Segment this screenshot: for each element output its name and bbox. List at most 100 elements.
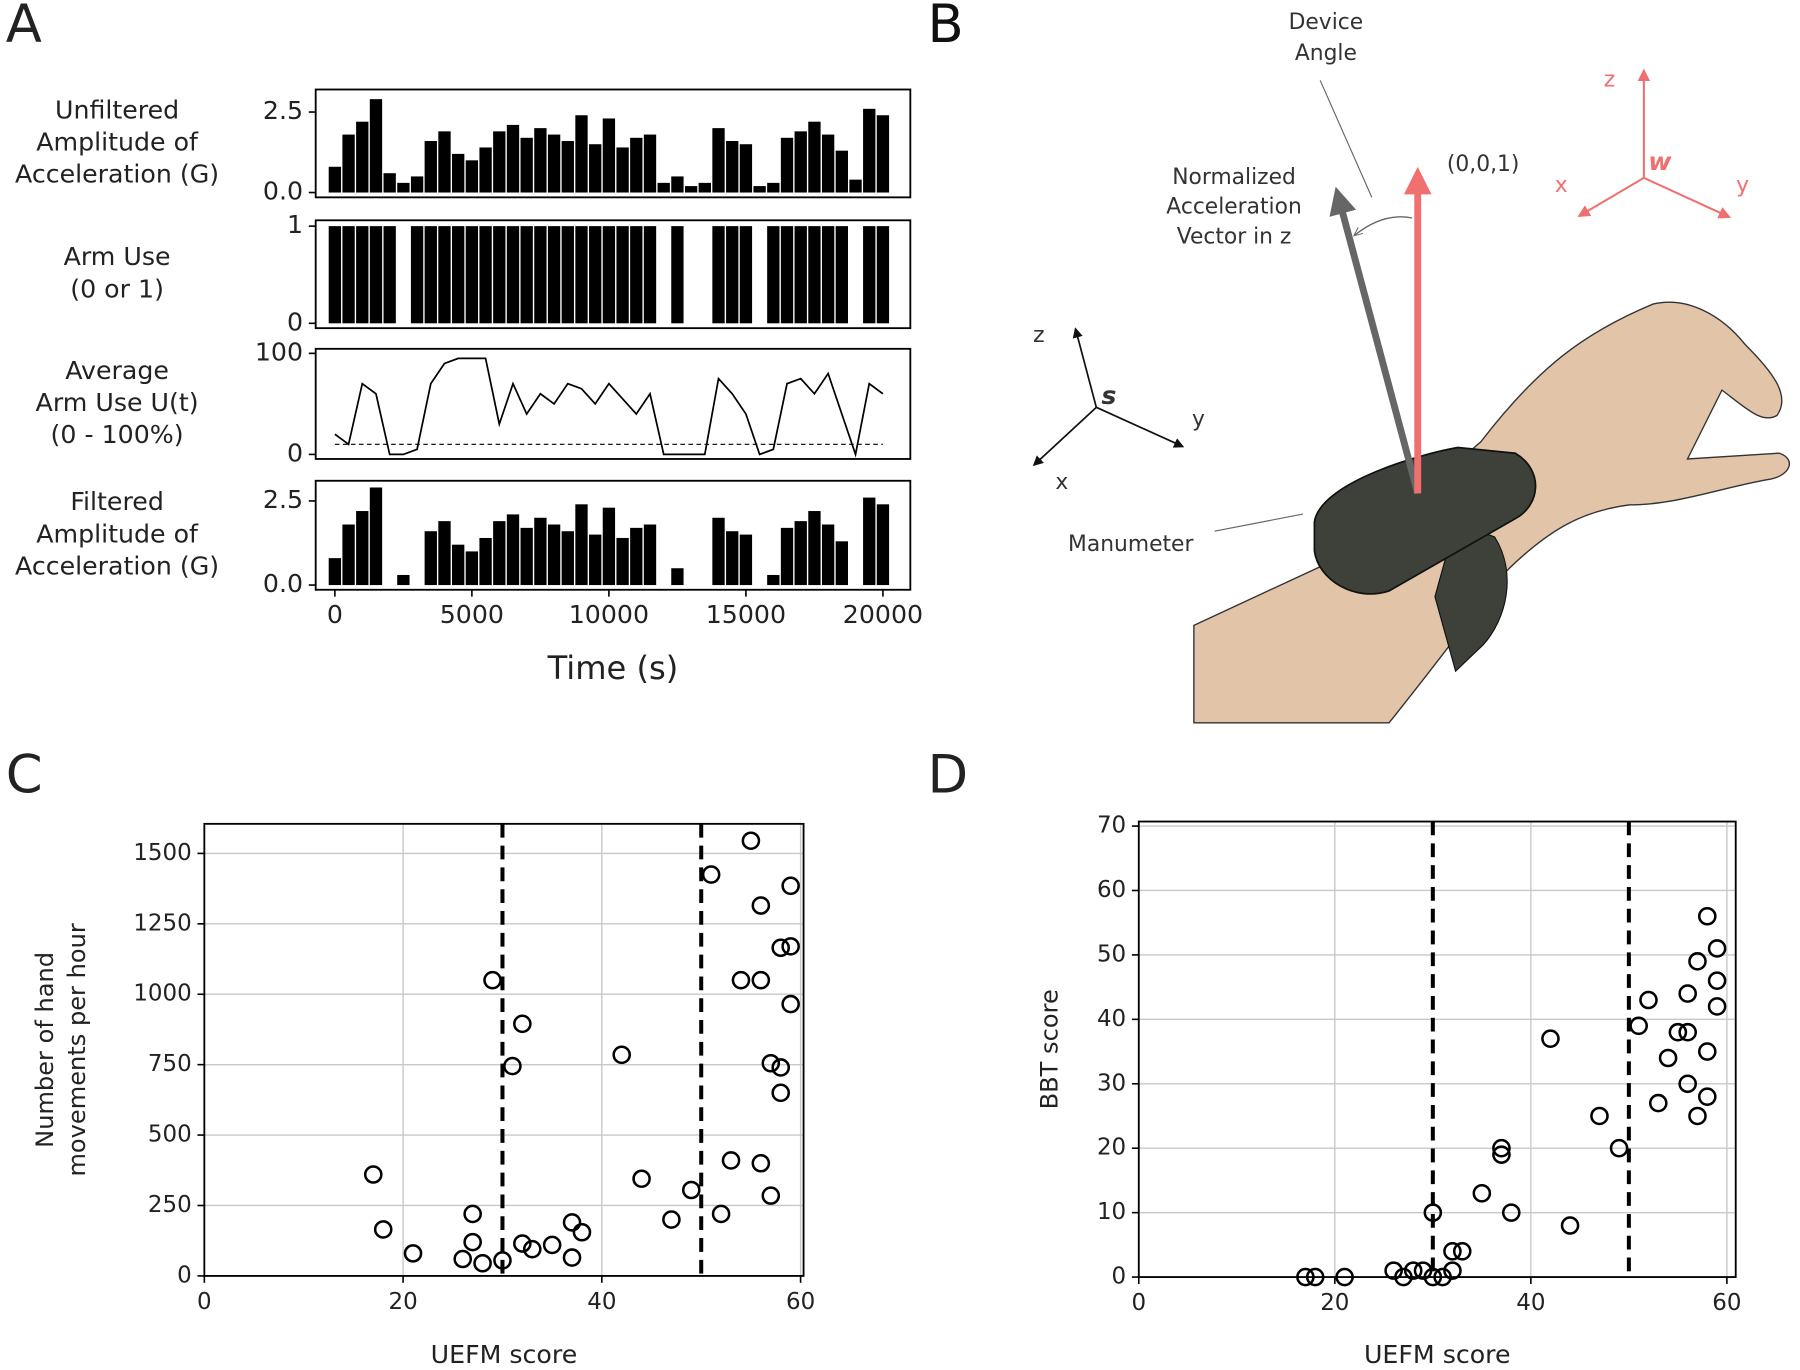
bar xyxy=(506,124,520,193)
point xyxy=(1658,1048,1678,1068)
bar xyxy=(876,115,890,193)
plot-frame xyxy=(314,347,912,460)
bar xyxy=(630,226,643,324)
bar xyxy=(726,531,739,586)
y-axis-label: Amplitude of xyxy=(36,519,199,548)
point xyxy=(1423,1203,1443,1222)
point xyxy=(771,1058,791,1077)
point xyxy=(1639,990,1658,1010)
bar xyxy=(356,226,369,324)
panel-label: D xyxy=(928,745,969,806)
bar xyxy=(534,226,547,324)
y-tick-label: 1250 xyxy=(133,910,191,936)
bar xyxy=(671,568,684,586)
bar xyxy=(835,150,848,193)
point xyxy=(1492,1145,1511,1164)
x-tick-label: 0 xyxy=(197,1289,212,1315)
chart: 0 250 500 750 1000 1250 1500 0 20 40 60 UEFM score N… xyxy=(6,745,815,1370)
bar xyxy=(616,537,629,586)
axis xyxy=(1577,176,1645,217)
point xyxy=(1668,1022,1688,1042)
bar xyxy=(780,226,794,324)
point xyxy=(1560,1216,1580,1235)
point xyxy=(1590,1106,1609,1126)
bar xyxy=(424,226,437,324)
bar xyxy=(863,108,876,193)
bar xyxy=(342,134,355,193)
y-tick-label: 60 xyxy=(1097,877,1126,903)
y-tick-label: 500 xyxy=(148,1122,192,1148)
bar xyxy=(383,173,396,193)
y-tick-label: 2.5 xyxy=(263,485,303,514)
y-tick-label: 2.5 xyxy=(263,96,303,125)
point xyxy=(781,994,800,1014)
y-axis-label: Acceleration (G) xyxy=(15,160,219,189)
y-tick-label: 1500 xyxy=(133,840,191,866)
bar xyxy=(808,121,821,193)
line xyxy=(334,357,884,458)
panel-label: B xyxy=(928,0,964,55)
bar xyxy=(712,226,725,324)
point xyxy=(1688,952,1707,971)
point xyxy=(453,1249,473,1269)
x-tick-label: 10000 xyxy=(569,600,649,629)
bar xyxy=(397,574,410,586)
y-tick-label: 20 xyxy=(1097,1135,1126,1161)
bar xyxy=(547,134,561,193)
bar xyxy=(780,527,794,586)
band xyxy=(1434,521,1508,673)
sensor-axes xyxy=(1032,327,1185,467)
x-tick-label: 60 xyxy=(786,1289,815,1315)
bar xyxy=(767,226,780,324)
y-axis-label: BBT score xyxy=(1035,989,1063,1109)
label: y xyxy=(1736,173,1749,198)
bar xyxy=(821,226,835,324)
point xyxy=(632,1169,651,1189)
point xyxy=(701,865,721,884)
y-axis-label: (0 - 100%) xyxy=(51,420,184,449)
point xyxy=(741,831,761,851)
bar xyxy=(520,137,533,193)
bar xyxy=(506,514,520,586)
point xyxy=(751,970,771,990)
bar xyxy=(739,226,753,324)
bar xyxy=(369,226,383,324)
bar xyxy=(739,144,753,193)
bar xyxy=(876,226,890,324)
bar xyxy=(356,511,369,586)
bar xyxy=(547,226,561,324)
point xyxy=(1413,1261,1433,1280)
bar xyxy=(712,517,725,586)
bar xyxy=(561,226,574,324)
label: y xyxy=(1192,407,1205,432)
x-tick-label: 60 xyxy=(1712,1290,1741,1316)
point xyxy=(1678,984,1697,1003)
x-tick-label: 40 xyxy=(587,1289,616,1315)
bar xyxy=(630,137,643,193)
bar xyxy=(438,521,451,586)
bar xyxy=(767,182,780,193)
bar xyxy=(575,226,588,324)
bar xyxy=(452,153,465,193)
bar xyxy=(863,497,876,586)
y-axis-label: Arm Use xyxy=(64,242,171,271)
x-axis-label: Time (s) xyxy=(547,649,679,687)
bar xyxy=(643,524,657,586)
plot-frame xyxy=(314,479,912,591)
bar xyxy=(438,226,451,324)
plot-frame xyxy=(314,219,912,330)
point xyxy=(1697,1087,1717,1106)
point xyxy=(1688,1106,1707,1126)
label: z xyxy=(1604,67,1615,92)
bar xyxy=(479,147,492,193)
bar xyxy=(739,534,753,586)
point xyxy=(662,1210,681,1229)
diagram-b: B Device Angle (0,0,1) Normalized Accele… xyxy=(928,0,1791,724)
y-tick-label: 100 xyxy=(255,337,303,366)
label: w xyxy=(1648,147,1672,176)
bar xyxy=(684,186,698,193)
point xyxy=(711,1204,731,1224)
point xyxy=(562,1213,582,1232)
bar xyxy=(767,574,780,586)
y-axis-label: Unfiltered xyxy=(55,95,179,124)
